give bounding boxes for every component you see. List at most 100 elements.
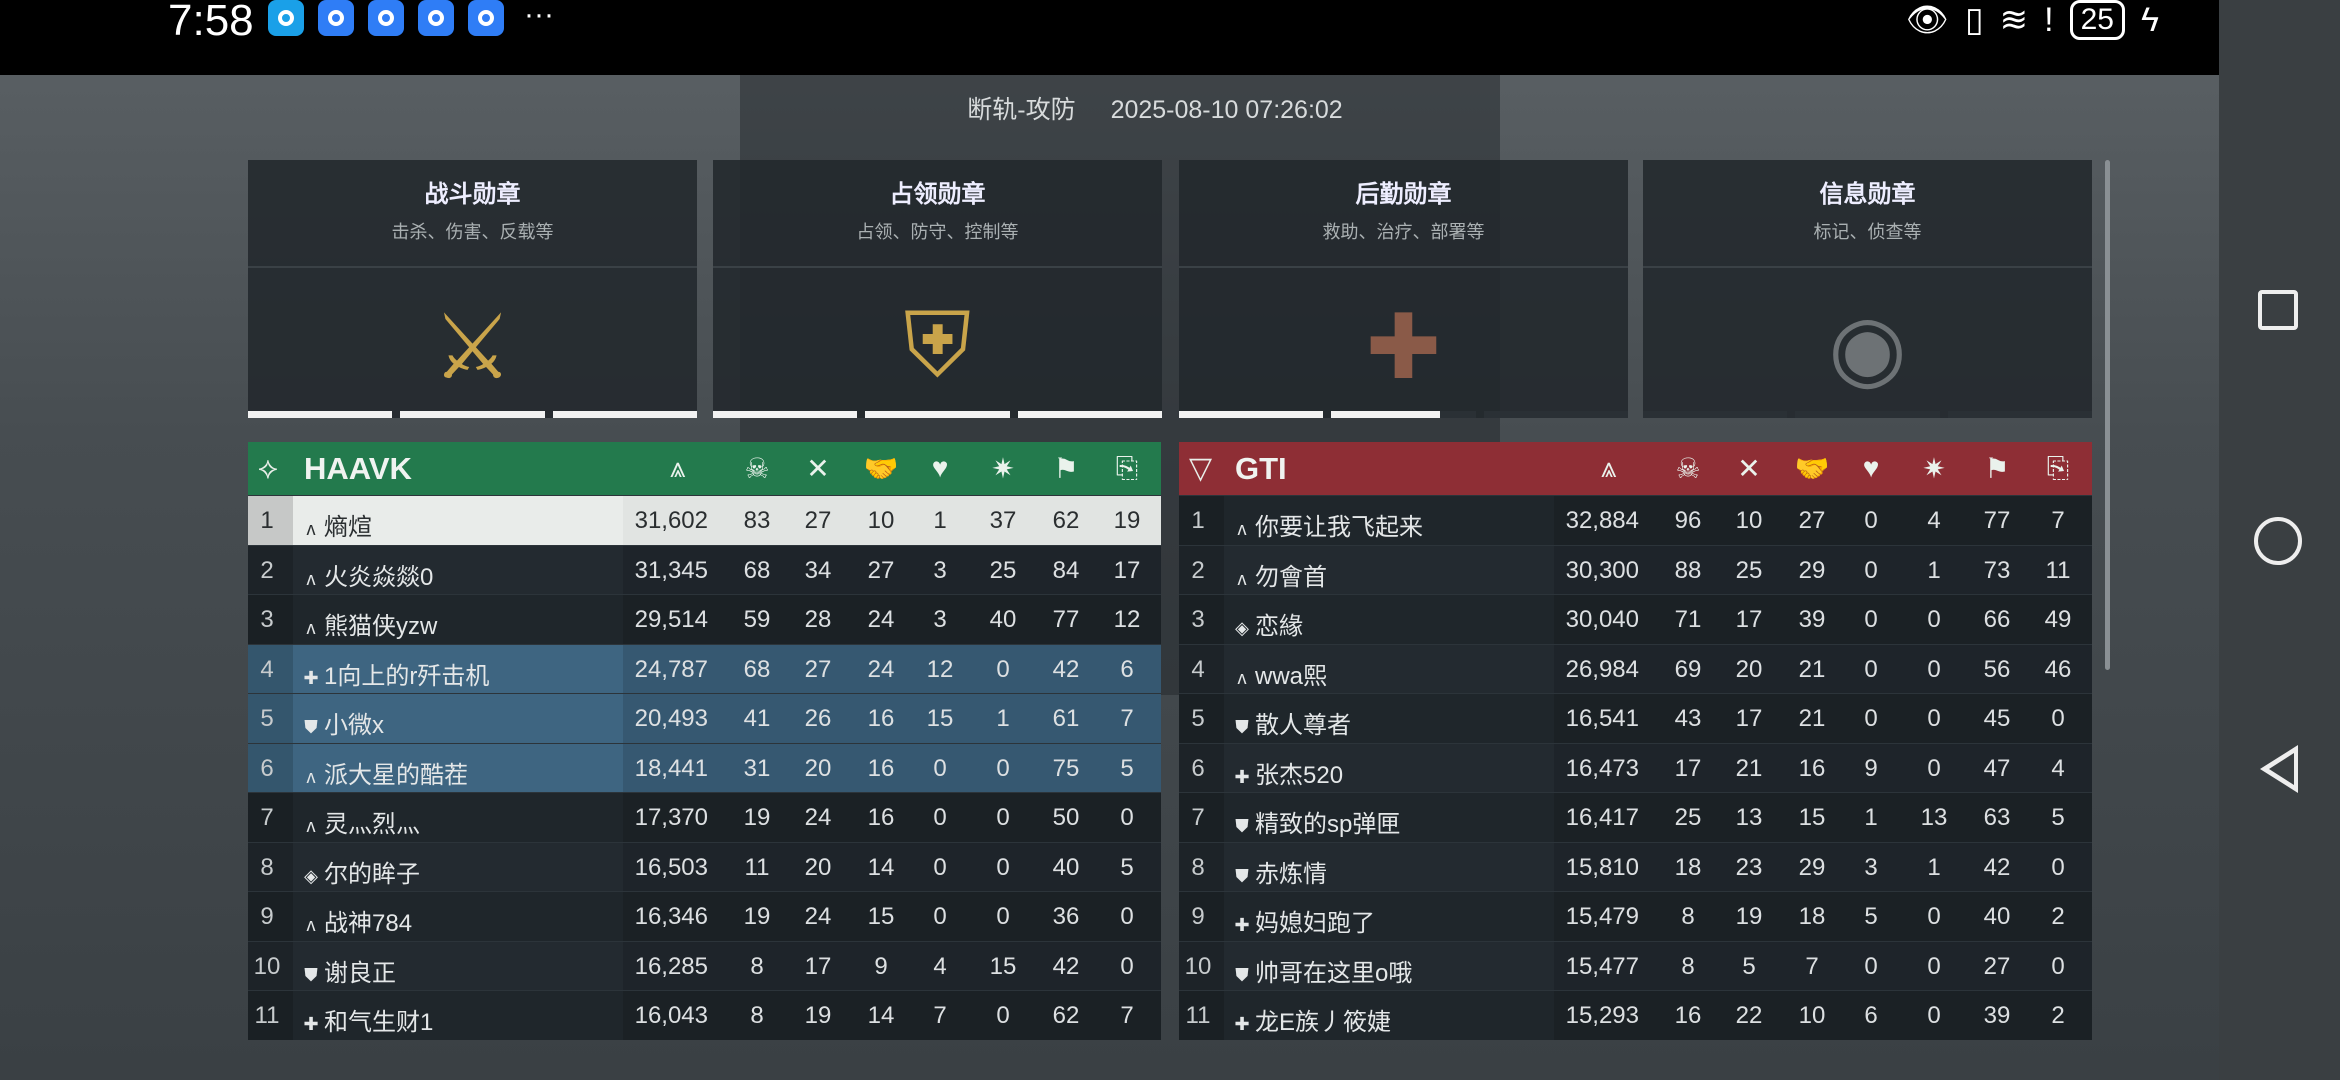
player-name: ✚ 张杰520 <box>1231 755 1343 790</box>
stat-kill: 59 <box>743 606 771 633</box>
player-row[interactable]: 11 ✚ 和气生财1 16,043 8 19 14 7 0 62 7 <box>248 990 1161 1040</box>
recents-button[interactable] <box>2258 290 2298 330</box>
scrollbar[interactable] <box>2105 160 2110 670</box>
stat-death: 20 <box>804 853 832 881</box>
engineer-class-icon: ⛊ <box>1235 816 1249 836</box>
stat-death: 34 <box>804 556 832 584</box>
divider <box>1179 266 1628 268</box>
player-row[interactable]: 11 ✚ 龙E族丿筱婕 15,293 16 22 10 6 0 39 2 <box>1179 990 2092 1040</box>
player-row[interactable]: 7 ⛊ 精致的sp弹匣 16,417 25 13 15 1 13 63 5 <box>1179 792 2092 842</box>
kill-icon: ☠ <box>744 453 770 484</box>
stat-death: 21 <box>1735 754 1763 782</box>
stat-death: 26 <box>804 705 832 732</box>
stat-assist: 10 <box>1798 1002 1826 1029</box>
stat-capture: 40 <box>989 606 1017 633</box>
player-row[interactable]: 2 ʌ 火炎焱燚0 31,345 68 34 27 3 25 84 17 <box>248 544 1161 594</box>
stat-death: 24 <box>804 804 832 831</box>
stats-cell-bg <box>623 644 1161 693</box>
stat-assist: 7 <box>1805 952 1819 980</box>
rank-cell <box>248 743 293 792</box>
medal-card[interactable]: 占领勋章 占领、防守、控制等 ⛨ <box>713 160 1162 418</box>
stat-kill: 83 <box>743 507 771 534</box>
stat-assist: 24 <box>867 606 895 633</box>
player-row[interactable]: 1 ʌ 你要让我飞起来 32,884 96 10 27 0 4 77 7 <box>1179 495 2092 545</box>
assault-class-icon: ʌ <box>1237 667 1247 688</box>
stat-kill: 88 <box>1674 556 1702 584</box>
player-row[interactable]: 6 ʌ 派大星的酷茬 18,441 31 20 16 0 0 75 5 <box>248 742 1161 792</box>
medal-title: 战斗勋章 <box>424 181 521 208</box>
charging-icon: ϟ <box>2141 0 2159 39</box>
medal-card[interactable]: 信息勋章 标记、侦查等 ◉ <box>1643 160 2092 418</box>
stat-assist: 27 <box>867 556 895 584</box>
supply-icon: ⎘ <box>2046 452 2070 483</box>
player-score: 16,503 <box>634 853 708 881</box>
player-rank: 4 <box>1191 655 1205 683</box>
player-row[interactable]: 4 ✚ 1向上的r歼击机 24,787 68 27 24 12 0 42 6 <box>248 643 1161 693</box>
capture-icon: ✷ <box>991 453 1015 484</box>
stat-objective: 62 <box>1052 507 1080 534</box>
home-button[interactable] <box>2254 517 2302 565</box>
app-notification-icon <box>368 0 404 36</box>
medal-title: 占领勋章 <box>889 181 986 208</box>
objective-icon: ⚑ <box>1053 453 1079 484</box>
player-row[interactable]: 6 ✚ 张杰520 16,473 17 21 16 9 0 47 4 <box>1179 742 2092 792</box>
player-score: 17,370 <box>634 804 708 831</box>
rank-cell <box>1179 743 1224 792</box>
stat-assist: 16 <box>1798 754 1826 782</box>
player-row[interactable]: 3 ʌ 熊猫侠yzw 29,514 59 28 24 3 40 77 12 <box>248 594 1161 644</box>
player-name: ✚ 妈媳妇跑了 <box>1231 903 1375 938</box>
combat-medal-icon: ⚔ <box>432 297 513 398</box>
stat-supply: 46 <box>2044 655 2072 683</box>
rank-cell <box>248 496 293 545</box>
stat-supply: 19 <box>1113 507 1141 534</box>
stat-capture: 0 <box>996 1002 1010 1029</box>
rank-cell <box>1179 842 1224 891</box>
player-row[interactable]: 10 ⛊ 帅哥在这里o哦 15,477 8 5 7 0 0 27 0 <box>1179 940 2092 990</box>
player-score: 32,884 <box>1565 507 1639 534</box>
stat-objective: 36 <box>1052 903 1080 930</box>
stat-death: 27 <box>804 507 832 534</box>
player-name: ʌ 火炎焱燚0 <box>300 557 434 592</box>
player-row[interactable]: 9 ✚ 妈媳妇跑了 15,479 8 19 18 5 0 40 2 <box>1179 891 2092 941</box>
stat-capture: 0 <box>1927 903 1941 930</box>
player-score: 29,514 <box>634 606 708 633</box>
stat-kill: 43 <box>1674 705 1702 732</box>
player-rank: 8 <box>260 853 274 881</box>
rank-cell <box>248 545 293 594</box>
stats-cell-bg <box>1554 595 2092 644</box>
stat-revive: 1 <box>933 507 947 534</box>
player-row[interactable]: 4 ʌ wwa熙 26,984 69 20 21 0 0 56 46 <box>1179 643 2092 693</box>
player-row[interactable]: 5 ⛊ 小微x 20,493 41 26 16 15 1 61 7 <box>248 693 1161 743</box>
stat-supply: 5 <box>1120 853 1134 881</box>
player-row[interactable]: 3 ◈ 恋緣 30,040 71 17 39 0 0 66 49 <box>1179 594 2092 644</box>
player-row[interactable]: 1 ʌ 熵煊 31,602 83 27 10 1 37 62 19 <box>248 495 1161 545</box>
progress-segment <box>400 411 545 418</box>
rank-cell <box>1179 941 1224 990</box>
player-name: ✚ 1向上的r歼击机 <box>300 656 489 691</box>
player-row[interactable]: 8 ⛊ 赤炼情 15,810 18 23 29 3 1 42 0 <box>1179 841 2092 891</box>
medal-card[interactable]: 后勤勋章 救助、治疗、部署等 ✚ <box>1179 160 1628 418</box>
app-notification-icon <box>418 0 454 36</box>
system-icons: 👁 ▯ ≋ ! 25 ϟ <box>1906 0 2159 40</box>
player-score: 30,300 <box>1565 556 1639 584</box>
back-button[interactable] <box>2260 745 2298 793</box>
app-notification-icon <box>318 0 354 36</box>
match-info: 断轨-攻防 2025-08-10 07:26:02 <box>0 90 2310 126</box>
stat-revive: 3 <box>933 606 947 633</box>
medal-card[interactable]: 战斗勋章 击杀、伤害、反载等 ⚔ <box>248 160 697 418</box>
medal-subtitle: 占领、防守、控制等 <box>856 222 1019 242</box>
stat-capture: 0 <box>996 655 1010 683</box>
stat-revive: 0 <box>933 903 947 930</box>
medal-subtitle: 救助、治疗、部署等 <box>1322 222 1485 242</box>
player-row[interactable]: 8 ◈ 尔的眸子 16,503 11 20 14 0 0 40 5 <box>248 841 1161 891</box>
match-datetime: 2025-08-10 07:26:02 <box>1110 96 1343 124</box>
player-row[interactable]: 10 ⛊ 谢良正 16,285 8 17 9 4 15 42 0 <box>248 940 1161 990</box>
player-row[interactable]: 7 ʌ 灵灬烈灬 17,370 19 24 16 0 0 50 0 <box>248 792 1161 842</box>
player-row[interactable]: 9 ʌ 战神784 16,346 19 24 15 0 0 36 0 <box>248 891 1161 941</box>
player-row[interactable]: 2 ʌ 勿會首 30,300 88 25 29 0 1 73 11 <box>1179 544 2092 594</box>
player-row[interactable]: 5 ⛊ 散人尊者 16,541 43 17 21 0 0 45 0 <box>1179 693 2092 743</box>
clock: 7:58 <box>168 0 254 45</box>
player-score: 24,787 <box>634 655 708 683</box>
rank-cell <box>1179 991 1224 1040</box>
stat-death: 17 <box>804 952 832 980</box>
